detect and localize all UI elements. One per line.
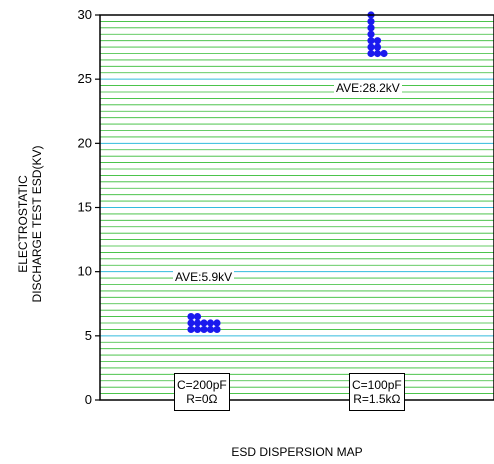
y-tick-label: 30 bbox=[78, 7, 92, 22]
data-point bbox=[367, 30, 375, 38]
y-ticks: 0 5 10 15 20 25 30 bbox=[78, 7, 100, 407]
data-point bbox=[193, 312, 202, 321]
data-point bbox=[213, 325, 221, 334]
condition-box-200pf: C=200pF R=0Ω bbox=[174, 373, 230, 411]
data-point bbox=[380, 49, 388, 58]
grid-layer bbox=[100, 21, 494, 394]
y-tick-label: 15 bbox=[78, 200, 92, 215]
data-point bbox=[206, 325, 215, 334]
data-point bbox=[193, 325, 202, 334]
data-point bbox=[193, 319, 202, 327]
y-axis-title-line-2: DISCHARGE TEST ESD(KV) bbox=[30, 145, 44, 303]
data-point bbox=[367, 17, 375, 26]
y-tick-label: 20 bbox=[78, 135, 92, 150]
data-point bbox=[367, 37, 375, 45]
data-point bbox=[367, 49, 375, 58]
data-point bbox=[367, 43, 375, 51]
data-point bbox=[187, 312, 195, 321]
condition-capacitance: C=100pF bbox=[352, 378, 402, 392]
data-points bbox=[187, 11, 388, 334]
data-point bbox=[200, 325, 208, 334]
plot-frame bbox=[99, 14, 494, 401]
y-tick-label: 5 bbox=[85, 328, 92, 343]
y-axis-title: ELECTROSTATIC DISCHARGE TEST ESD(KV) bbox=[16, 119, 46, 329]
data-point bbox=[367, 24, 375, 32]
data-point bbox=[200, 319, 208, 327]
condition-resistance: R=0Ω bbox=[186, 392, 218, 406]
data-point bbox=[213, 319, 221, 327]
x-axis-title: ESD DISPERSION MAP bbox=[231, 445, 363, 459]
data-point bbox=[187, 325, 195, 334]
data-point bbox=[373, 37, 382, 45]
condition-resistance: R=1.5kΩ bbox=[353, 392, 401, 406]
data-point bbox=[373, 43, 382, 51]
y-tick-label: 25 bbox=[78, 71, 92, 86]
condition-capacitance: C=200pF bbox=[177, 378, 227, 392]
y-tick-label: 10 bbox=[78, 264, 92, 279]
data-point bbox=[206, 319, 215, 327]
data-point bbox=[373, 49, 382, 58]
average-label-200pf: AVE:5.9kV bbox=[173, 269, 235, 284]
condition-box-100pf: C=100pF R=1.5kΩ bbox=[349, 373, 405, 411]
y-axis-title-line-1: ELECTROSTATIC bbox=[16, 175, 30, 273]
y-tick-label: 0 bbox=[85, 392, 92, 407]
average-label-100pf: AVE:28.2kV bbox=[334, 81, 402, 96]
data-point bbox=[187, 319, 195, 327]
